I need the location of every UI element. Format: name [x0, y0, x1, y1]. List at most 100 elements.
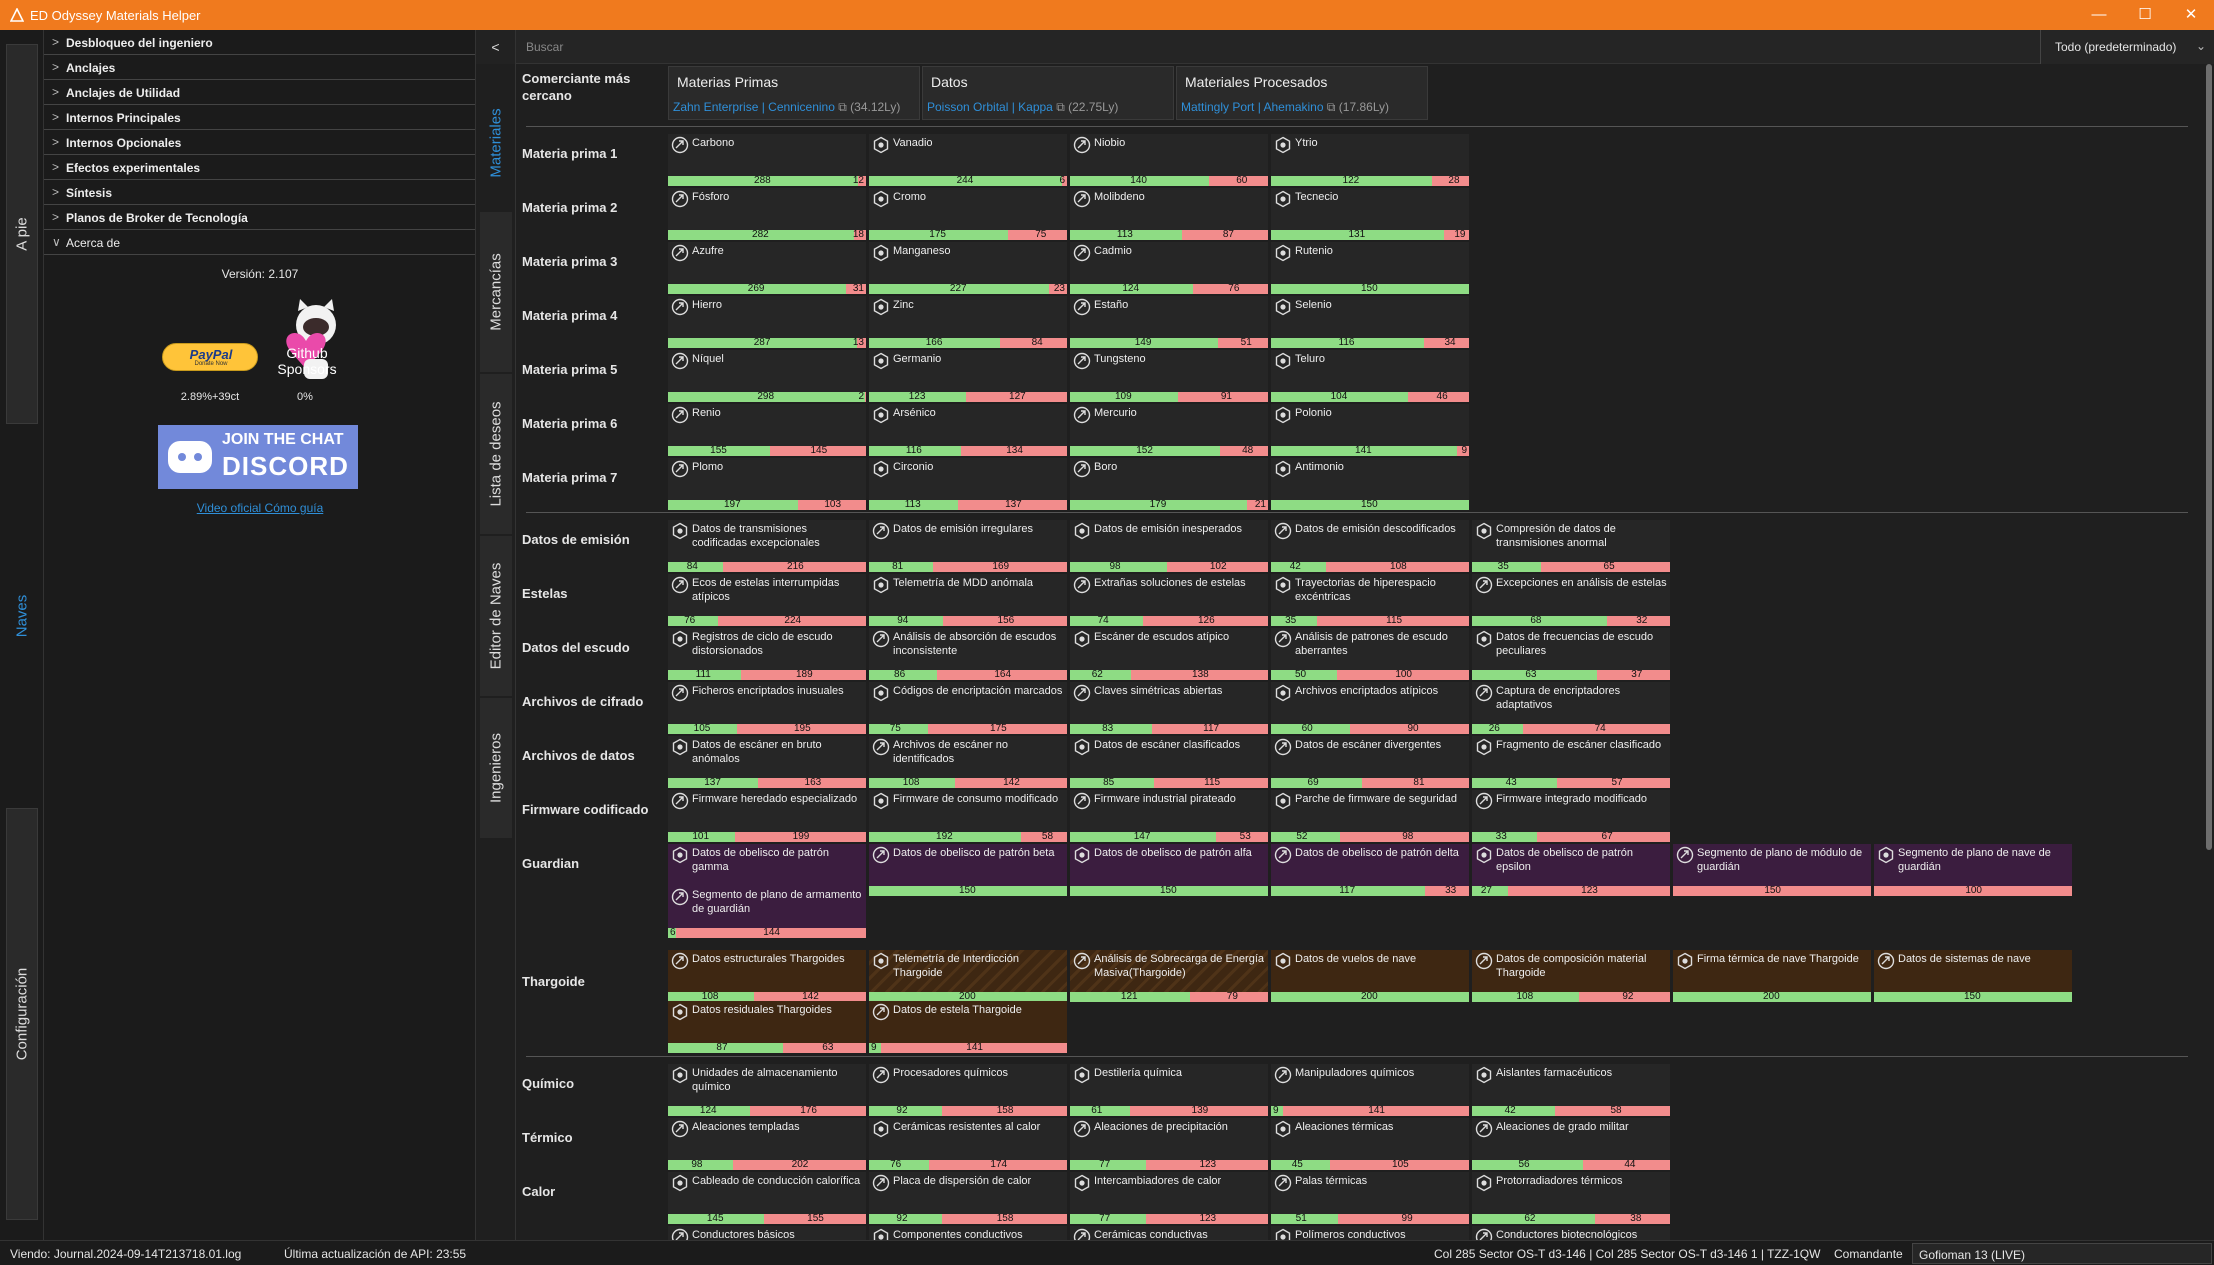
- material-cell[interactable]: Trayectorias de hiperespacio excéntricas…: [1271, 574, 1469, 626]
- material-cell[interactable]: Datos de obelisco de patrón epsilon 27 123: [1472, 844, 1670, 896]
- accordion-engineer-unlocks[interactable]: > Desbloqueo del ingeniero: [44, 30, 475, 55]
- material-cell[interactable]: Selenio 116 34: [1271, 296, 1469, 348]
- material-cell[interactable]: Cerámicas conductivas: [1070, 1226, 1268, 1240]
- trader-link[interactable]: Zahn Enterprise | Cennicenino ⧉ (34.12Ly…: [673, 100, 900, 115]
- material-cell[interactable]: Rutenio 150: [1271, 242, 1469, 294]
- filter-dropdown[interactable]: Todo (predeterminado) ⌄: [2040, 30, 2214, 64]
- material-cell[interactable]: Palas térmicas 51 99: [1271, 1172, 1469, 1224]
- material-cell[interactable]: Telemetría de MDD anómala 94 156: [869, 574, 1067, 626]
- material-cell[interactable]: Datos de transmisiones codificadas excep…: [668, 520, 866, 572]
- material-cell[interactable]: Aislantes farmacéuticos 42 58: [1472, 1064, 1670, 1116]
- material-cell[interactable]: Estaño 149 51: [1070, 296, 1268, 348]
- material-cell[interactable]: Análisis de absorción de escudos inconsi…: [869, 628, 1067, 680]
- material-cell[interactable]: Azufre 269 31: [668, 242, 866, 294]
- material-cell[interactable]: Firmware de consumo modificado 192 58: [869, 790, 1067, 842]
- sub-tab-materials[interactable]: Materiales: [480, 76, 512, 210]
- material-cell[interactable]: Archivos de escáner no identificados 108 1…: [869, 736, 1067, 788]
- material-cell[interactable]: Ytrio 122 28: [1271, 134, 1469, 186]
- material-cell[interactable]: Fósforo 282 18: [668, 188, 866, 240]
- material-cell[interactable]: Datos de estela Thargoide 9 141: [869, 1001, 1067, 1053]
- commander-select[interactable]: Gofioman 13 (LIVE): [1912, 1243, 2212, 1264]
- accordion-utility-mounts[interactable]: > Anclajes de Utilidad: [44, 80, 475, 105]
- material-cell[interactable]: Datos de frecuencias de escudo peculiare…: [1472, 628, 1670, 680]
- material-cell[interactable]: Análisis de patrones de escudo aberrante…: [1271, 628, 1469, 680]
- material-cell[interactable]: Datos de composición material Thargoide 1…: [1472, 950, 1670, 1002]
- material-cell[interactable]: Cromo 175 75: [869, 188, 1067, 240]
- material-cell[interactable]: Conductores biotecnológicos: [1472, 1226, 1670, 1240]
- material-cell[interactable]: Datos de escáner en bruto anómalos 137 163: [668, 736, 866, 788]
- material-cell[interactable]: Antimonio 150: [1271, 458, 1469, 510]
- material-cell[interactable]: Renio 155 145: [668, 404, 866, 456]
- side-tab-on-foot[interactable]: A pie: [6, 44, 38, 424]
- material-cell[interactable]: Conductores básicos: [668, 1226, 866, 1240]
- paypal-donate-button[interactable]: PayPal Donate Now: [162, 343, 258, 371]
- material-cell[interactable]: Firma térmica de nave Thargoide 200: [1673, 950, 1871, 1002]
- material-cell[interactable]: Compresión de datos de transmisiones ano…: [1472, 520, 1670, 572]
- material-cell[interactable]: Datos de obelisco de patrón beta 150: [869, 844, 1067, 896]
- sub-tab-wishlist[interactable]: Lista de deseos: [480, 374, 512, 534]
- material-cell[interactable]: Segmento de plano de nave de guardián 100: [1874, 844, 2072, 896]
- accordion-synthesis[interactable]: > Síntesis: [44, 180, 475, 205]
- material-cell[interactable]: Parche de firmware de seguridad 52 98: [1271, 790, 1469, 842]
- material-cell[interactable]: Fragmento de escáner clasificado 43 57: [1472, 736, 1670, 788]
- scrollbar-thumb[interactable]: [2206, 64, 2212, 850]
- material-cell[interactable]: Análisis de Sobrecarga de Energía Masiva…: [1070, 950, 1268, 1002]
- material-cell[interactable]: Ecos de estelas interrumpidas atípicos 76…: [668, 574, 866, 626]
- material-cell[interactable]: Telemetría de Interdicción Thargoide 200: [869, 950, 1067, 1002]
- accordion-tech-broker[interactable]: > Planos de Broker de Tecnología: [44, 205, 475, 230]
- accordion-optional-internals[interactable]: > Internos Opcionales: [44, 130, 475, 155]
- search-input[interactable]: Buscar: [516, 30, 2040, 64]
- copy-icon[interactable]: ⧉: [1056, 100, 1065, 114]
- accordion-experimental-effects[interactable]: > Efectos experimentales: [44, 155, 475, 180]
- material-cell[interactable]: Cerámicas resistentes al calor 76 174: [869, 1118, 1067, 1170]
- material-cell[interactable]: Plomo 197 103: [668, 458, 866, 510]
- material-cell[interactable]: Arsénico 116 134: [869, 404, 1067, 456]
- material-cell[interactable]: Cableado de conducción calorífica 145 155: [668, 1172, 866, 1224]
- accordion-hardpoints[interactable]: > Anclajes: [44, 55, 475, 80]
- material-cell[interactable]: Datos residuales Thargoides 87 63: [668, 1001, 866, 1053]
- material-cell[interactable]: Germanio 123 127: [869, 350, 1067, 402]
- material-cell[interactable]: Escáner de escudos atípico 62 138: [1070, 628, 1268, 680]
- material-cell[interactable]: Placa de dispersión de calor 92 158: [869, 1172, 1067, 1224]
- material-cell[interactable]: Cadmio 124 76: [1070, 242, 1268, 294]
- material-cell[interactable]: Zinc 166 84: [869, 296, 1067, 348]
- material-cell[interactable]: Excepciones en análisis de estelas 68 32: [1472, 574, 1670, 626]
- sub-tab-commodities[interactable]: Mercancías: [480, 212, 512, 372]
- material-cell[interactable]: Carbono 288 12: [668, 134, 866, 186]
- material-cell[interactable]: Molibdeno 113 87: [1070, 188, 1268, 240]
- material-cell[interactable]: Componentes conductivos: [869, 1226, 1067, 1240]
- material-cell[interactable]: Procesadores químicos 92 158: [869, 1064, 1067, 1116]
- material-cell[interactable]: Boro 179 21: [1070, 458, 1268, 510]
- material-cell[interactable]: Datos de escáner divergentes 69 81: [1271, 736, 1469, 788]
- github-sponsors-label[interactable]: Github Sponsors: [272, 345, 342, 377]
- collapse-panel-button[interactable]: <: [476, 30, 516, 64]
- material-cell[interactable]: Aleaciones templadas 98 202: [668, 1118, 866, 1170]
- discord-join-button[interactable]: JOIN THE CHAT DISCORD: [158, 425, 358, 489]
- material-cell[interactable]: Manipuladores químicos 9 141: [1271, 1064, 1469, 1116]
- material-cell[interactable]: Códigos de encriptación marcados 75 175: [869, 682, 1067, 734]
- material-cell[interactable]: Vanadio 244 6: [869, 134, 1067, 186]
- trader-link[interactable]: Poisson Orbital | Kappa ⧉ (22.75Ly): [927, 100, 1118, 115]
- close-button[interactable]: ✕: [2184, 6, 2198, 23]
- material-cell[interactable]: Captura de encriptadores adaptativos 26 74: [1472, 682, 1670, 734]
- material-cell[interactable]: Polonio 141 9: [1271, 404, 1469, 456]
- material-cell[interactable]: Extrañas soluciones de estelas 74 126: [1070, 574, 1268, 626]
- material-cell[interactable]: Intercambiadores de calor 77 123: [1070, 1172, 1268, 1224]
- maximize-button[interactable]: ☐: [2138, 6, 2152, 23]
- copy-icon[interactable]: ⧉: [838, 100, 847, 114]
- material-cell[interactable]: Ficheros encriptados inusuales 105 195: [668, 682, 866, 734]
- side-tab-ships[interactable]: Naves: [6, 426, 38, 806]
- github-sponsors-icon[interactable]: [274, 295, 356, 391]
- accordion-about[interactable]: ∨ Acerca de: [44, 230, 475, 255]
- material-cell[interactable]: Aleaciones térmicas 45 105: [1271, 1118, 1469, 1170]
- material-cell[interactable]: Niobio 140 60: [1070, 134, 1268, 186]
- material-cell[interactable]: Datos de sistemas de nave 150: [1874, 950, 2072, 1002]
- material-cell[interactable]: Datos de emisión descodificados 42 108: [1271, 520, 1469, 572]
- material-cell[interactable]: Aleaciones de grado militar 56 44: [1472, 1118, 1670, 1170]
- side-tab-settings[interactable]: Configuración: [6, 808, 38, 1220]
- material-cell[interactable]: Datos de obelisco de patrón delta 117 33: [1271, 844, 1469, 896]
- copy-icon[interactable]: ⧉: [1326, 100, 1336, 114]
- material-cell[interactable]: Polímeros conductivos: [1271, 1226, 1469, 1240]
- material-cell[interactable]: Datos de obelisco de patrón alfa 150: [1070, 844, 1268, 896]
- material-cell[interactable]: Destilería química 61 139: [1070, 1064, 1268, 1116]
